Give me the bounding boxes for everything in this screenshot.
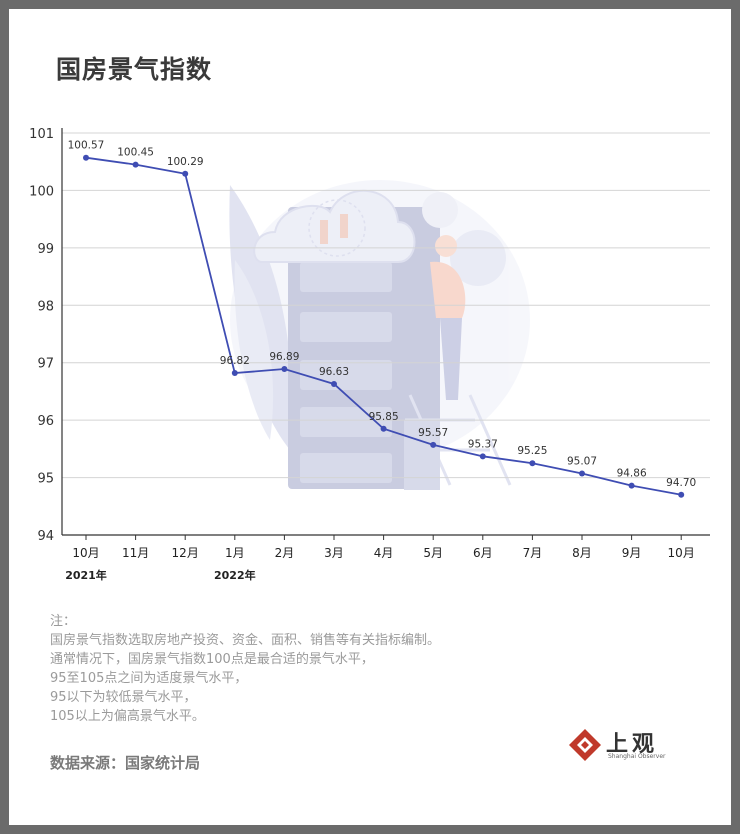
- data-label: 95.25: [517, 445, 547, 457]
- data-label: 100.57: [68, 140, 105, 152]
- x-tick-label: 7月: [523, 546, 543, 560]
- x-tick-label: 1月: [225, 546, 245, 560]
- data-point: [529, 460, 536, 467]
- x-tick-label: 4月: [374, 546, 394, 560]
- y-tick-label: 98: [37, 299, 54, 314]
- x-tick-label: 5月: [423, 546, 443, 560]
- note-line: 注：: [50, 614, 77, 629]
- data-point: [331, 380, 337, 387]
- data-label: 95.85: [369, 411, 399, 423]
- data-point: [479, 453, 486, 460]
- data-point: [281, 366, 288, 373]
- logo-mark-icon: [569, 729, 601, 761]
- x-tick-label: 9月: [622, 546, 642, 560]
- note-line: 95至105点之间为适度景气水平，: [50, 671, 248, 686]
- chart-title: 国房景气指数: [56, 55, 213, 84]
- note-line: 通常情况下，国房景气指数100点是最合适的景气水平，: [50, 652, 374, 667]
- axes: 94 95 96 97 98 99 100 101 10月 11月 12月 1月 2月 3月 4月 5月 6月 7…: [29, 127, 710, 582]
- data-point: [380, 425, 387, 432]
- year-label: 2021年: [65, 568, 107, 582]
- year-label: 2022年: [214, 568, 256, 582]
- y-tick-label: 95: [37, 472, 54, 487]
- x-tick-label: 3月: [324, 546, 344, 560]
- data-label: 96.89: [269, 351, 299, 363]
- data-point: [678, 491, 685, 498]
- logo-text: 上观: [606, 731, 659, 757]
- logo-subtitle: Shanghai Observer: [608, 753, 666, 760]
- data-label: 95.57: [418, 427, 448, 439]
- y-tick-label: 101: [29, 127, 54, 142]
- data-point: [83, 154, 89, 161]
- data-label: 94.70: [666, 477, 696, 489]
- x-tick-label: 2月: [275, 546, 295, 560]
- x-tick-label: 8月: [572, 546, 592, 560]
- data-point: [132, 161, 139, 168]
- data-point: [182, 170, 189, 177]
- x-tick-label: 11月: [122, 546, 149, 560]
- data-labels: 100.57 100.45 100.29 96.82 96.89 96.63 95.85 95…: [68, 140, 697, 489]
- note-line: 105以上为偏高景气水平。: [50, 709, 205, 724]
- y-tick-label: 97: [37, 357, 54, 372]
- note-line: 95以下为较低景气水平，: [50, 690, 197, 705]
- x-tick-label: 6月: [473, 546, 493, 560]
- data-label: 96.82: [220, 355, 250, 367]
- shanghai-observer-logo: 上观 Shanghai Observer: [568, 724, 678, 770]
- data-point: [628, 482, 635, 489]
- data-source: 数据来源：国家统计局: [50, 754, 201, 772]
- data-point: [579, 470, 585, 477]
- series-line: [83, 154, 685, 498]
- note-line: 国房景气指数选取房地产投资、资金、面积、销售等有关指标编制。: [50, 633, 441, 648]
- data-label: 100.45: [117, 147, 154, 159]
- data-point: [430, 441, 437, 448]
- y-tick-label: 94: [37, 529, 54, 544]
- data-label: 95.07: [567, 456, 597, 468]
- x-tick-label: 12月: [172, 546, 199, 560]
- y-tick-label: 96: [37, 414, 54, 429]
- data-label: 95.37: [468, 438, 498, 450]
- x-tick-label: 10月: [668, 546, 695, 560]
- data-label: 96.63: [319, 366, 349, 378]
- data-point: [231, 370, 238, 377]
- y-tick-label: 100: [29, 184, 54, 199]
- y-tick-label: 99: [37, 242, 54, 257]
- notes-block: 注： 国房景气指数选取房地产投资、资金、面积、销售等有关指标编制。 通常情况下，…: [50, 612, 440, 726]
- data-label: 94.86: [617, 468, 647, 480]
- x-tick-label: 10月: [72, 546, 99, 560]
- data-label: 100.29: [167, 156, 204, 168]
- background-illustration: [229, 180, 530, 490]
